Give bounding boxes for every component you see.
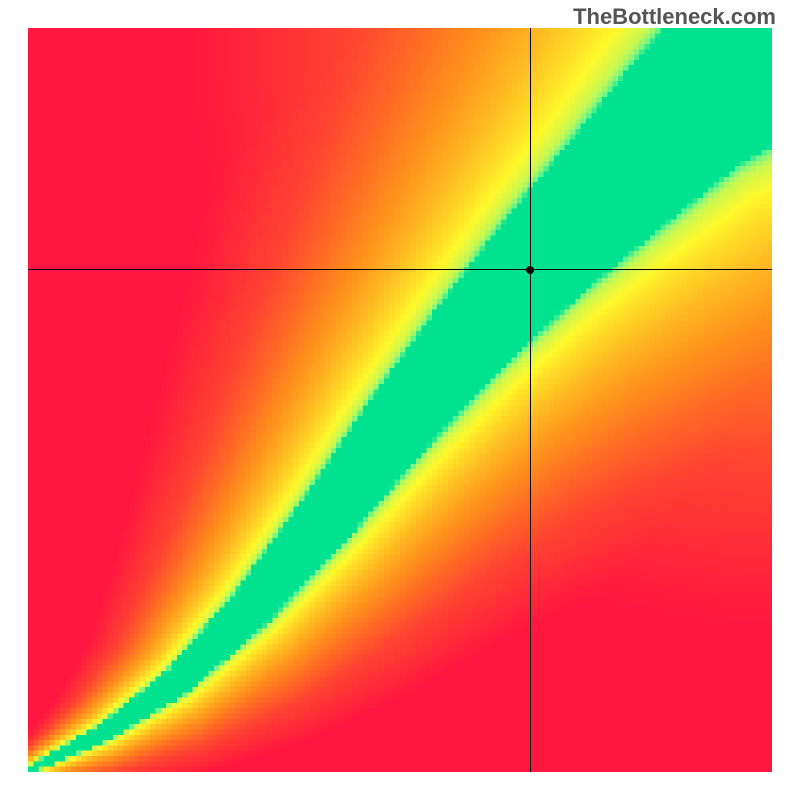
- bottleneck-heatmap: [28, 28, 772, 772]
- crosshair-vertical-line: [530, 28, 531, 772]
- chart-container: TheBottleneck.com: [0, 0, 800, 800]
- crosshair-horizontal-line: [28, 269, 772, 270]
- watermark-text: TheBottleneck.com: [573, 4, 776, 30]
- crosshair-marker: [526, 266, 534, 274]
